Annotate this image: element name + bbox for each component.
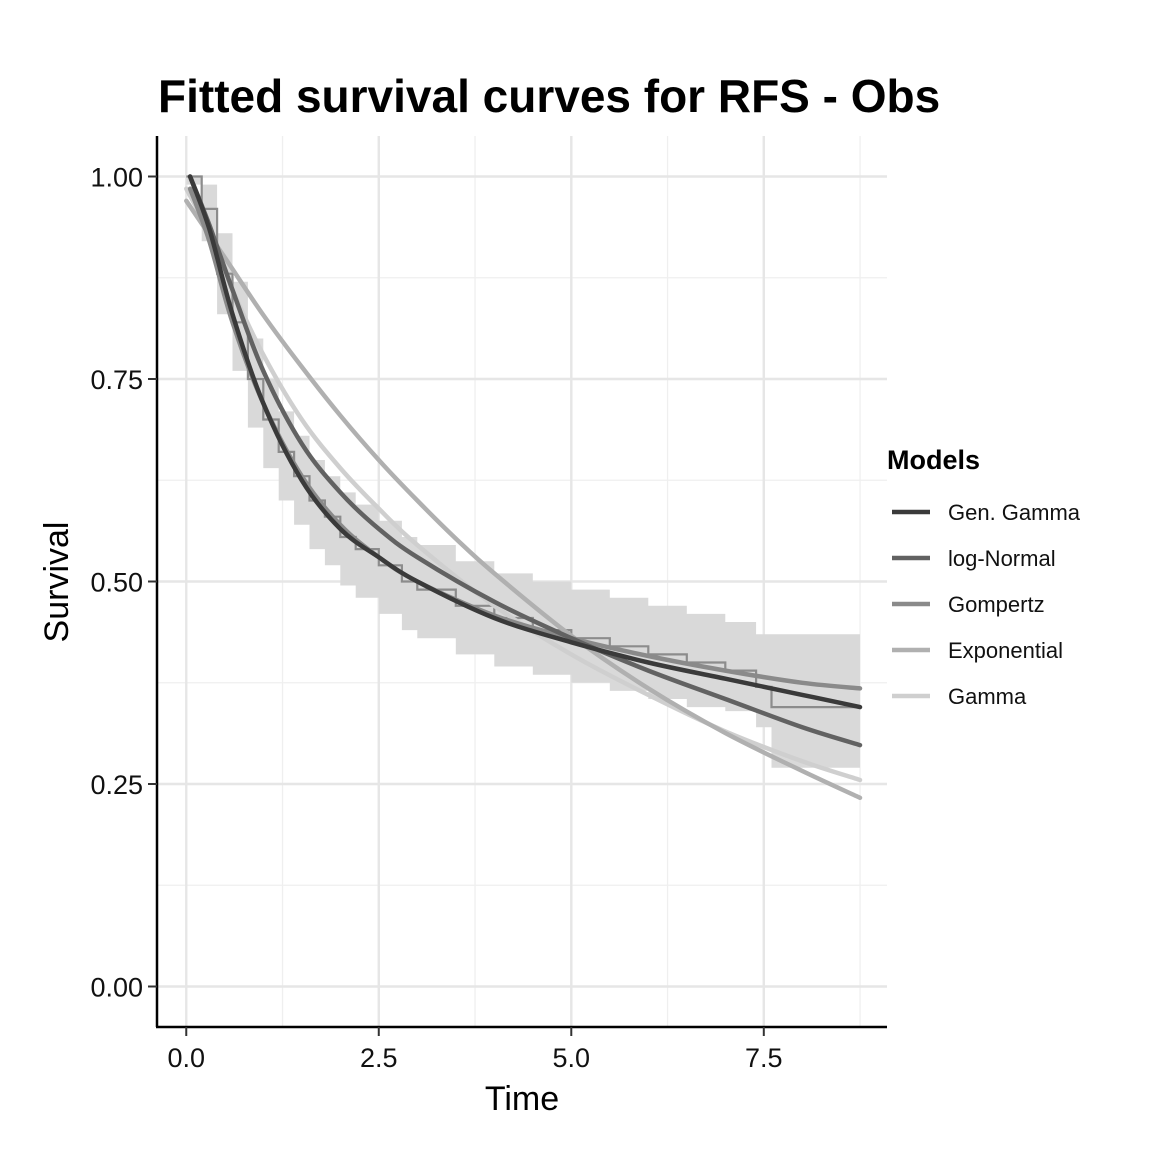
series-line-gen-gamma: [187, 174, 863, 710]
legend: Models Gen. Gamma log-Normal Gompertz Expon…: [887, 445, 1081, 709]
y-tick-label: 0.50: [90, 568, 143, 598]
y-axis-label: Survival: [38, 522, 76, 643]
legend-label-log-normal: log-Normal: [948, 546, 1056, 571]
y-tick-label: 0.75: [90, 365, 143, 395]
y-tick-label: 0.00: [90, 973, 143, 1003]
x-tick-label: 7.5: [745, 1043, 783, 1073]
series-line-log-normal: [187, 174, 863, 748]
chart-title: Fitted survival curves for RFS - Obs: [158, 70, 940, 122]
y-tick-label: 1.00: [90, 163, 143, 193]
grid: [157, 136, 887, 1027]
series-line-exponential: [184, 198, 863, 801]
legend-label-gompertz: Gompertz: [948, 592, 1045, 617]
confidence-band: [186, 176, 861, 768]
x-tick-label: 5.0: [553, 1043, 591, 1073]
confidence-band-group: [186, 176, 861, 768]
legend-label-gen-gamma: Gen. Gamma: [948, 500, 1081, 525]
legend-label-exponential: Exponential: [948, 638, 1063, 663]
legend-title: Models: [887, 445, 980, 475]
x-ticks: 0.0 2.5 5.0 7.5: [167, 1027, 783, 1073]
x-tick-label: 2.5: [360, 1043, 398, 1073]
x-axis-label: Time: [485, 1080, 559, 1118]
y-ticks: 0.00 0.25 0.50 0.75 1.00: [90, 163, 157, 1003]
legend-label-gamma: Gamma: [948, 684, 1027, 709]
y-tick-label: 0.25: [90, 770, 143, 800]
x-tick-label: 0.0: [167, 1043, 205, 1073]
series-group: [184, 174, 863, 801]
